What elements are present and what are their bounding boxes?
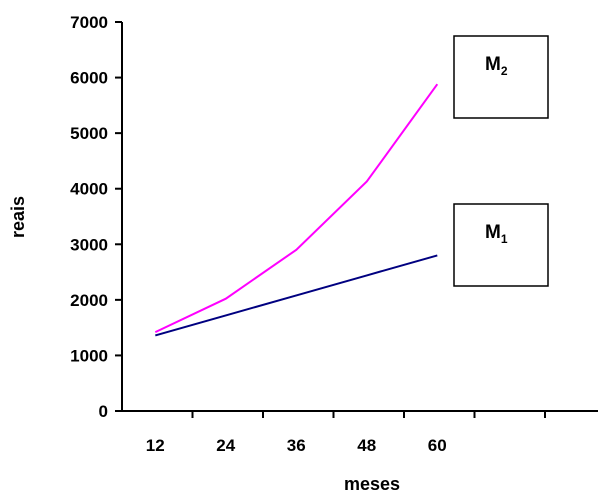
x-tick-label: 12 xyxy=(146,436,165,455)
y-tick-label: 5000 xyxy=(70,124,108,143)
series-label-m1-subscript: 1 xyxy=(501,232,508,246)
y-tick-label: 0 xyxy=(99,402,108,421)
series-label-m2: M xyxy=(485,54,501,75)
y-tick-label: 2000 xyxy=(70,291,108,310)
svg-text:M2: M2 xyxy=(485,54,508,78)
y-tick-label: 6000 xyxy=(70,69,108,88)
y-tick-label: 3000 xyxy=(70,235,108,254)
y-axis-ticks: 0 1000 2000 3000 4000 5000 6000 7000 xyxy=(70,13,122,421)
x-tick-label: 24 xyxy=(216,436,235,455)
x-axis-label: meses xyxy=(344,474,400,494)
series-label-m2-subscript: 2 xyxy=(501,64,508,78)
svg-text:M1: M1 xyxy=(485,222,508,246)
y-tick-label: 7000 xyxy=(70,13,108,32)
x-tick-label: 48 xyxy=(357,436,376,455)
series-label-box-m2: M2 xyxy=(453,35,549,119)
series-lines xyxy=(154,83,439,337)
series-label-m1: M xyxy=(485,222,501,243)
series-line-m1 xyxy=(155,254,438,337)
series-line-m2 xyxy=(154,83,439,334)
series-label-box-m1: M1 xyxy=(453,203,549,287)
y-axis-label: reais xyxy=(8,196,28,238)
x-tick-label: 60 xyxy=(428,436,447,455)
x-tick-label: 36 xyxy=(287,436,306,455)
y-tick-label: 1000 xyxy=(70,346,108,365)
x-axis-ticks: 12 24 36 48 60 xyxy=(146,411,546,455)
y-tick-label: 4000 xyxy=(70,180,108,199)
